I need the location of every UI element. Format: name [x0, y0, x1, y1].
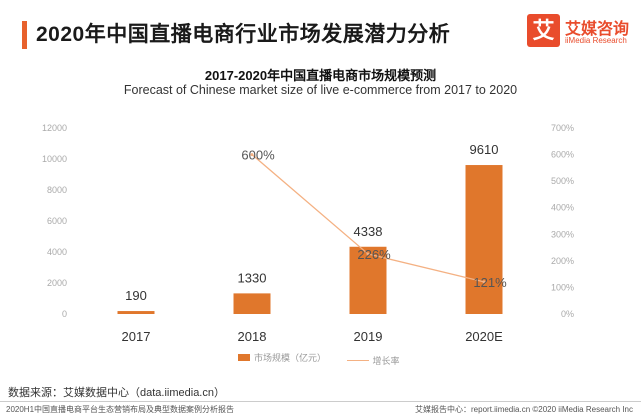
legend-label-market: 市场规模（亿元） — [254, 353, 327, 363]
right-axis-tick-label: 300% — [551, 229, 574, 239]
legend-label-growth: 增长率 — [372, 356, 400, 366]
right-axis-tick-label: 500% — [551, 176, 574, 186]
bar — [349, 246, 387, 314]
category-axis: 2017 2018 2019 2020E — [122, 329, 504, 344]
left-axis-tick-label: 8000 — [47, 185, 67, 195]
left-axis-tick-label: 10000 — [42, 154, 67, 164]
logo-name-en: iiMedia Research — [565, 36, 627, 45]
category-label: 2018 — [238, 329, 267, 344]
footer-report-title: 2020H1中国直播电商平台生态营销布局及典型数据案例分析报告 — [6, 405, 235, 414]
right-axis: 0% 100% 200% 300% 400% 500% 600% 700% — [551, 123, 574, 319]
category-label: 2017 — [122, 329, 151, 344]
growth-value-label: 121% — [473, 275, 507, 290]
growth-value-label: 600% — [241, 148, 275, 163]
brand-logo[interactable]: 艾 艾媒咨询 iiMedia Research — [527, 14, 635, 50]
left-axis-tick-label: 2000 — [47, 278, 67, 288]
right-axis-tick-label: 0% — [561, 309, 574, 319]
growth-point — [482, 280, 486, 284]
title-accent-bar — [22, 21, 27, 49]
left-axis: 0 2000 4000 6000 8000 10000 12000 — [42, 123, 67, 319]
logo-name-cn: 艾媒咨询 — [565, 21, 630, 38]
data-source: 数据来源：艾媒数据中心（data.iimedia.cn） — [8, 387, 225, 399]
chart-title: 2017-2020年中国直播电商市场规模预测 — [204, 68, 437, 83]
bar-value-label: 4338 — [354, 224, 383, 239]
right-axis-tick-label: 400% — [551, 203, 574, 213]
bar — [233, 293, 271, 314]
legend-item-growth[interactable]: 增长率 — [346, 354, 400, 367]
growth-line-series: 600% 226% 121% — [241, 148, 507, 290]
legend-bar-swatch — [238, 354, 250, 361]
bar-series: 190 1330 4338 9610 — [117, 142, 503, 314]
footer-copyright: 艾媒报告中心：report.iimedia.cn ©2020 iiMedia R… — [415, 405, 633, 414]
right-axis-tick-label: 100% — [551, 282, 574, 292]
bar-value-label: 9610 — [470, 142, 499, 157]
right-axis-tick-label: 200% — [551, 256, 574, 266]
growth-value-label: 226% — [357, 247, 391, 262]
logo-mark: 艾 — [527, 14, 560, 47]
left-axis-tick-label: 4000 — [47, 247, 67, 257]
bar-value-label: 190 — [125, 288, 147, 303]
chart-legend: 市场规模（亿元） 增长率 — [238, 351, 418, 367]
category-label: 2020E — [465, 329, 503, 344]
legend-line-swatch — [346, 360, 369, 361]
left-axis-tick-label: 0 — [62, 309, 67, 319]
bar — [117, 311, 155, 314]
left-axis-tick-label: 6000 — [47, 216, 67, 226]
left-axis-tick-label: 12000 — [42, 123, 67, 133]
page-title: 2020年中国直播电商行业市场发展潜力分析 — [36, 23, 451, 46]
footer-divider — [0, 401, 641, 402]
right-axis-tick-label: 700% — [551, 123, 574, 133]
bar-value-label: 1330 — [238, 270, 267, 285]
growth-point — [250, 153, 254, 157]
right-axis-tick-label: 600% — [551, 150, 574, 160]
legend-item-market[interactable]: 市场规模（亿元） — [238, 351, 326, 364]
bar — [465, 165, 503, 314]
chart-subtitle: Forecast of Chinese market size of live … — [123, 83, 518, 97]
category-label: 2019 — [354, 329, 383, 344]
growth-point — [366, 252, 370, 256]
